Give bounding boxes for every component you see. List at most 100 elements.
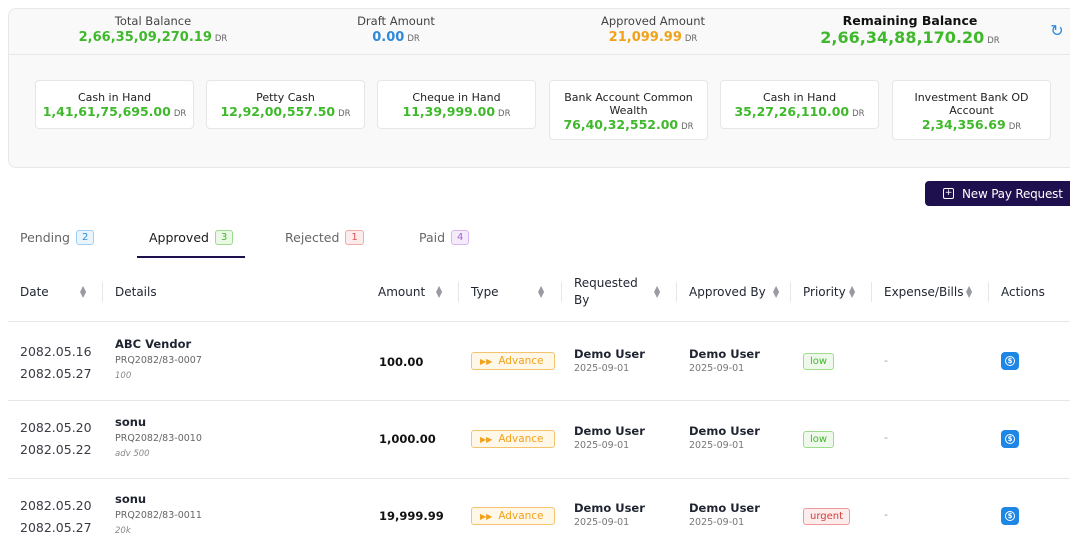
date-secondary: 2082.05.27 (20, 366, 92, 381)
sort-icon: ▲ ▼ (654, 284, 661, 299)
column-amount[interactable]: Amount ▲ ▼ (378, 262, 453, 322)
column-divider (676, 282, 677, 302)
request-note: 20k (115, 526, 131, 536)
remaining-balance-value: 2,66,34,88,170.20 (820, 28, 985, 47)
column-label: Type (471, 285, 499, 299)
draft-amount: Draft Amount 0.00 DR (296, 14, 496, 48)
account-value: 11,39,999.00 (402, 104, 496, 119)
dr-unit: DR (498, 109, 511, 119)
total-balance-value: 2,66,35,09,270.19 (78, 30, 212, 45)
expense-bills-value: - (884, 354, 888, 367)
sort-icon: ▲ ▼ (538, 284, 545, 299)
column-requested-by[interactable]: Requested By ▲ ▼ (574, 262, 669, 322)
account-label: Cash in Hand (762, 91, 837, 104)
date-secondary: 2082.05.22 (20, 442, 92, 457)
pay-action-button[interactable]: $ (1001, 352, 1019, 370)
column-label: Details (115, 285, 157, 299)
request-note: 100 (115, 371, 132, 381)
balance-panel: Total Balance 2,66,35,09,270.19 DR Draft … (8, 8, 1070, 168)
column-date[interactable]: Date ▲ ▼ (20, 262, 100, 322)
fast-forward-icon: ▶▶ (480, 512, 493, 521)
requested-by-name: Demo User (574, 347, 645, 361)
fast-forward-icon: ▶▶ (480, 357, 493, 366)
vendor-name: ABC Vendor (115, 337, 192, 351)
dollar-coin-icon: $ (1005, 434, 1015, 444)
amount-value: 1,000.00 (379, 432, 436, 446)
requested-by-name: Demo User (574, 424, 645, 438)
column-divider (561, 282, 562, 302)
requested-date: 2025-09-01 (574, 517, 630, 528)
column-divider (458, 282, 459, 302)
column-expense-bills[interactable]: Expense/Bills ▲ ▼ (884, 262, 984, 322)
account-value: 76,40,32,552.00 (563, 117, 679, 132)
account-card: Petty Cash 12,92,00,557.50 DR (206, 80, 365, 129)
column-details: Details (115, 262, 315, 322)
column-divider (790, 282, 791, 302)
column-type[interactable]: Type ▲ ▼ (471, 262, 551, 322)
type-label: Advance (498, 355, 544, 367)
balance-summary: Total Balance 2,66,35,09,270.19 DR Draft … (9, 9, 1070, 55)
pay-action-button[interactable]: $ (1001, 430, 1019, 448)
request-note: adv 500 (115, 449, 150, 459)
column-divider (988, 282, 989, 302)
table-header: Date ▲ ▼ Details Amount ▲ ▼ Type ▲ ▼ Reques… (8, 262, 1070, 322)
pay-action-button[interactable]: $ (1001, 507, 1019, 525)
tab-label: Paid (419, 230, 446, 245)
column-label: Amount (378, 285, 426, 299)
sort-icon: ▲ ▼ (849, 284, 856, 299)
tab-label: Approved (149, 230, 209, 245)
tab-paid[interactable]: Paid 4 (419, 230, 470, 258)
approved-amount-value: 21,099.99 (608, 30, 682, 45)
count-badge: 1 (345, 230, 364, 245)
approved-amount: Approved Amount 21,099.99 DR (553, 14, 753, 48)
sort-icon: ▲ ▼ (80, 284, 87, 299)
date-primary: 2082.05.20 (20, 498, 92, 513)
column-label: Approved By (689, 285, 766, 299)
table-row[interactable]: 2082.05.20 2082.05.27 sonu PRQ2082/83-00… (8, 479, 1070, 552)
table-row[interactable]: 2082.05.20 2082.05.22 sonu PRQ2082/83-00… (8, 401, 1070, 479)
account-card: Cash in Hand 35,27,26,110.00 DR (720, 80, 879, 129)
table-row[interactable]: 2082.05.16 2082.05.27 ABC Vendor PRQ2082… (8, 323, 1070, 401)
date-primary: 2082.05.16 (20, 344, 92, 359)
approved-date: 2025-09-01 (689, 363, 745, 374)
account-card: Cheque in Hand 11,39,999.00 DR (377, 80, 536, 129)
approved-date: 2025-09-01 (689, 517, 745, 528)
column-actions: Actions (1001, 262, 1070, 322)
column-priority[interactable]: Priority ▲ ▼ (803, 262, 873, 322)
tab-label: Rejected (285, 230, 340, 245)
column-label: Requested By (574, 276, 638, 307)
type-label: Advance (498, 510, 544, 522)
dr-unit: DR (681, 122, 694, 132)
column-label: Priority (803, 285, 846, 299)
request-code: PRQ2082/83-0010 (115, 433, 202, 444)
column-approved-by[interactable]: Approved By ▲ ▼ (689, 262, 789, 322)
approved-by-name: Demo User (689, 501, 760, 515)
tab-rejected[interactable]: Rejected 1 (285, 230, 364, 258)
total-balance-label: Total Balance (114, 14, 192, 28)
count-badge: 2 (75, 230, 95, 245)
account-label: Petty Cash (256, 91, 315, 104)
type-badge: ▶▶ Advance (471, 507, 555, 525)
sort-icon: ▲ ▼ (966, 284, 973, 299)
tab-approved[interactable]: Approved 3 (137, 230, 246, 258)
dr-unit: DR (173, 109, 187, 119)
refresh-icon[interactable]: ↻ (1050, 21, 1064, 40)
vendor-name: sonu (115, 415, 147, 429)
tab-pending[interactable]: Pending 2 (20, 230, 95, 258)
account-value: 2,34,356.69 (921, 117, 1006, 132)
account-label: Investment Bank OD Account (914, 91, 1029, 117)
new-pay-request-button[interactable]: + New Pay Request (925, 181, 1070, 206)
count-badge: 3 (214, 230, 234, 245)
account-label: Cheque in Hand (412, 91, 501, 104)
column-divider (102, 282, 103, 302)
dr-unit: DR (338, 109, 351, 119)
tab-label: Pending (20, 230, 70, 245)
column-label: Actions (1001, 285, 1045, 299)
requested-date: 2025-09-01 (574, 363, 630, 374)
account-card: Bank Account Common Wealth 76,40,32,552.… (549, 80, 708, 140)
approved-by-name: Demo User (689, 347, 760, 361)
date-secondary: 2082.05.27 (20, 520, 92, 535)
column-divider (871, 282, 872, 302)
priority-badge: urgent (803, 508, 851, 525)
remaining-balance-label: Remaining Balance (842, 13, 978, 28)
